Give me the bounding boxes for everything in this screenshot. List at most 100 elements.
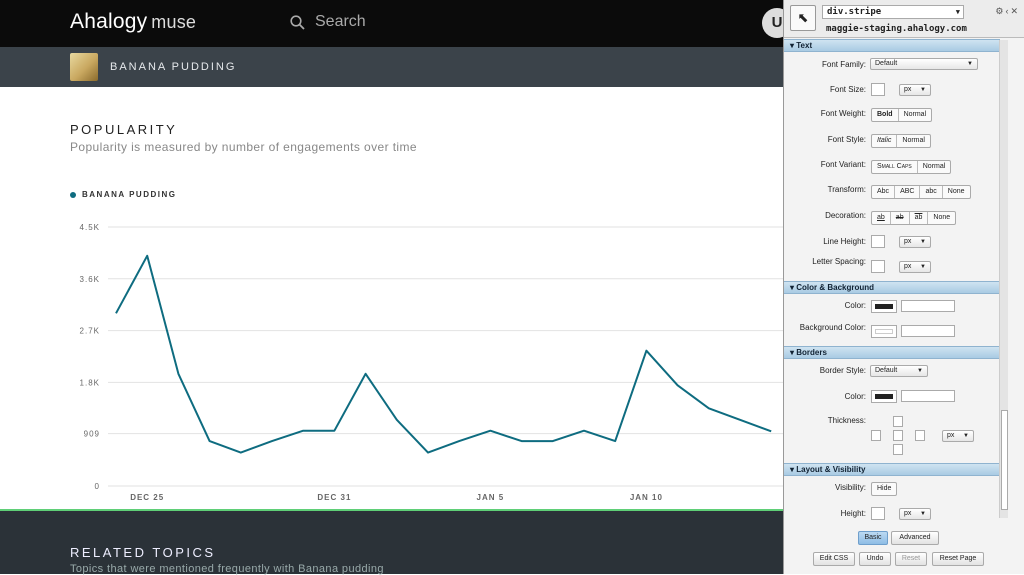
label-font-family: Font Family:	[821, 60, 866, 69]
related-topics-subtitle: Topics that were mentioned frequently wi…	[70, 563, 384, 575]
label-height: Height:	[840, 509, 866, 518]
swatch-fill	[875, 329, 893, 334]
x-tick-label: DEC 31	[317, 493, 351, 502]
italic-button[interactable]: Italic	[872, 135, 898, 147]
label-bg-color: Background Color:	[799, 323, 866, 332]
hide-button[interactable]: Hide	[877, 485, 892, 492]
swatch-fill	[875, 304, 893, 309]
section-borders-label: Borders	[796, 348, 827, 357]
y-tick-label: 0	[95, 482, 100, 491]
label-thickness: Thickness:	[827, 416, 866, 425]
undo-button[interactable]: Undo	[859, 552, 891, 566]
advanced-tab-button[interactable]: Advanced	[891, 531, 939, 545]
chart-legend: BANANA PUDDING	[70, 190, 176, 199]
popularity-chart: 4.5K 3.6K 2.7K 1.8K 909 0 DEC 25 DEC 31 JAN 5 JAN…	[80, 223, 783, 502]
border-bottom-input[interactable]	[893, 444, 903, 455]
search-bar[interactable]: Search	[290, 13, 366, 31]
font-family-value: Default	[875, 60, 898, 67]
bg-color-input[interactable]	[901, 325, 955, 337]
reset-button[interactable]: Reset	[895, 552, 927, 566]
inspector-body: ▾ Text Font Family: Default ▼ Font Size: …	[784, 38, 1014, 520]
gear-icon[interactable]: ⚙	[995, 6, 1006, 16]
y-tick-label: 2.7K	[80, 327, 100, 336]
chevron-down-icon: ▼	[920, 264, 926, 270]
logo-text: Ahalogy	[70, 10, 148, 33]
section-color-background[interactable]: ▾ Color & Background	[784, 281, 1000, 294]
host-name: maggie-staging.ahalogy.com	[826, 24, 967, 34]
chevron-down-icon: ▼	[917, 368, 923, 374]
border-color-swatch[interactable]	[871, 390, 897, 403]
section-text[interactable]: ▾ Text	[784, 39, 1000, 52]
underline-button[interactable]: ab	[872, 212, 891, 224]
reset-page-button[interactable]: Reset Page	[932, 552, 984, 566]
font-family-select[interactable]: Default ▼	[870, 58, 978, 70]
capitalize-button[interactable]: Abc	[872, 186, 896, 198]
selector-value: div.stripe	[827, 7, 882, 17]
overline-button[interactable]: ab	[910, 212, 929, 224]
variant-normal-button[interactable]: Normal	[922, 163, 946, 170]
line-height-input[interactable]	[871, 235, 885, 248]
letter-spacing-input[interactable]	[871, 260, 885, 273]
inspector-scrollbar[interactable]	[999, 40, 1008, 518]
close-icon[interactable]: ✕	[1010, 6, 1020, 16]
strike-button[interactable]: ab	[891, 212, 910, 224]
text-color-swatch[interactable]	[871, 300, 897, 313]
height-input[interactable]	[871, 507, 885, 520]
edit-css-button[interactable]: Edit CSS	[813, 552, 855, 566]
y-tick-label: 909	[84, 430, 100, 439]
transform-none-button[interactable]: None	[947, 188, 965, 195]
section-layout-visibility[interactable]: ▾ Layout & Visibility	[784, 463, 1000, 476]
border-color-input[interactable]	[901, 390, 955, 402]
font-weight-group: Bold Normal	[871, 108, 933, 122]
unit-value: px	[904, 510, 912, 517]
thickness-unit-select[interactable]: px ▼	[942, 430, 974, 442]
bg-color-swatch[interactable]	[871, 325, 897, 338]
style-normal-button[interactable]: Normal	[902, 137, 925, 144]
uppercase-button[interactable]: ABC	[895, 186, 921, 198]
y-tick-label: 4.5K	[80, 223, 100, 232]
weight-normal-button[interactable]: Normal	[903, 111, 927, 118]
x-tick-label: JAN 10	[630, 493, 663, 502]
decoration-group: ab ab ab None	[871, 211, 957, 225]
decoration-none-button[interactable]: None	[933, 214, 951, 221]
basic-tab-button[interactable]: Basic	[858, 531, 888, 545]
border-left-input[interactable]	[871, 430, 881, 441]
logo-sub: muse	[151, 12, 197, 32]
small-caps-button[interactable]: Small Caps	[872, 161, 918, 173]
style-inspector-panel: ⬉ div.stripe ▼ maggie-staging.ahalogy.com…	[783, 0, 1024, 574]
label-line-height: Line Height:	[823, 237, 866, 246]
border-right-input[interactable]	[915, 430, 925, 441]
label-font-variant: Font Variant:	[820, 160, 866, 169]
font-size-unit-select[interactable]: px ▼	[899, 84, 931, 96]
topic-title: BANANA PUDDING	[110, 61, 237, 73]
lowercase-button[interactable]: abc	[920, 186, 943, 198]
border-all-input[interactable]	[893, 430, 903, 441]
section-layout-label: Layout & Visibility	[796, 465, 866, 474]
border-top-input[interactable]	[893, 416, 903, 427]
element-picker-button[interactable]: ⬉	[790, 5, 816, 31]
chevron-down-icon: ▼	[955, 8, 960, 16]
selector-dropdown[interactable]: div.stripe ▼	[822, 5, 964, 19]
cursor-icon: ⬉	[797, 10, 809, 25]
font-size-input[interactable]	[871, 83, 885, 96]
label-border-color: Color:	[844, 392, 866, 401]
bold-button[interactable]: Bold	[872, 109, 899, 121]
font-variant-group: Small Caps Normal	[871, 160, 952, 174]
collapse-icon[interactable]: ‹	[1005, 6, 1011, 16]
height-unit-select[interactable]: px ▼	[899, 508, 931, 520]
border-style-select[interactable]: Default ▼	[870, 365, 928, 377]
unit-value: px	[904, 238, 912, 245]
text-color-input[interactable]	[901, 300, 955, 312]
line-height-unit-select[interactable]: px ▼	[899, 236, 931, 248]
chevron-down-icon: ▼	[920, 87, 926, 93]
section-borders[interactable]: ▾ Borders	[784, 346, 1000, 359]
x-tick-label: JAN 5	[477, 493, 505, 502]
visibility-group: Hide	[871, 482, 898, 496]
inspector-scroll-thumb[interactable]	[1001, 410, 1008, 510]
popularity-title: POPULARITY	[70, 122, 178, 137]
app-logo[interactable]: Ahalogy muse	[70, 10, 196, 34]
label-decoration: Decoration:	[825, 211, 866, 220]
x-tick-label: DEC 25	[130, 493, 164, 502]
legend-label: BANANA PUDDING	[82, 190, 177, 199]
letter-spacing-unit-select[interactable]: px ▼	[899, 261, 931, 273]
